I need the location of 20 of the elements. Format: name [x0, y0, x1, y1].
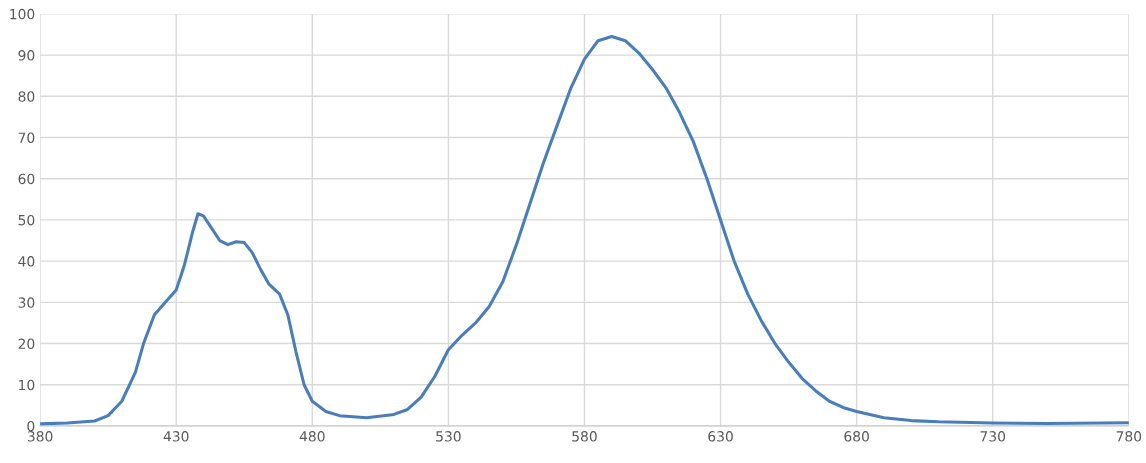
y-tick-label: 20 — [18, 338, 35, 350]
y-tick-label: 50 — [18, 214, 35, 226]
x-tick-label: 430 — [163, 431, 189, 442]
y-tick-label: 70 — [18, 132, 35, 143]
y-tick-label: 0 — [27, 420, 35, 432]
y-tick-label: 100 — [10, 8, 35, 20]
x-tick-label: 480 — [299, 431, 325, 442]
y-tick-label: 80 — [18, 91, 35, 102]
x-tick-label: 730 — [980, 431, 1006, 442]
y-tick-label: 10 — [19, 379, 35, 391]
x-tick-label: 780 — [1116, 431, 1142, 442]
y-tick-label: 60 — [18, 173, 35, 185]
x-tick-label: 530 — [436, 431, 461, 442]
x-tick-label: 380 — [27, 431, 53, 442]
y-tick-label: 90 — [18, 50, 35, 61]
x-tick-label: 580 — [572, 431, 597, 442]
x-tick-label: 630 — [708, 431, 733, 442]
x-tick-label: 680 — [844, 431, 869, 442]
y-tick-label: 30 — [18, 297, 35, 308]
y-tick-label: 40 — [18, 256, 35, 267]
